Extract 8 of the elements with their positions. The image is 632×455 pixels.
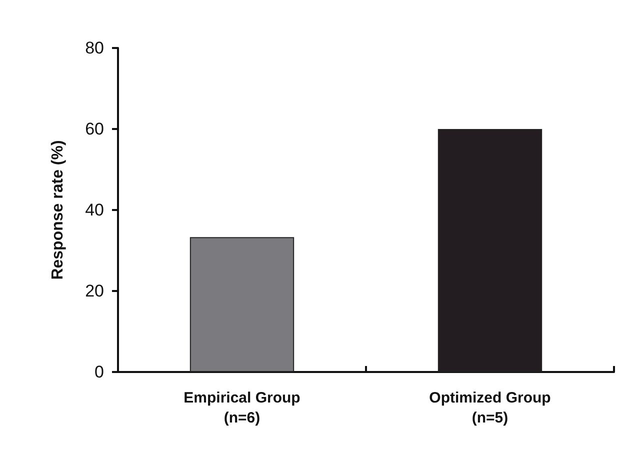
- y-tick-label: 40: [85, 200, 104, 220]
- x-tick-label: Empirical Group (n=6): [184, 390, 300, 426]
- y-axis-title: Response rate (%): [50, 140, 66, 280]
- y-tick-label: 60: [85, 120, 104, 138]
- y-tick-label: 0: [94, 362, 104, 382]
- y-tick-label: 20: [85, 282, 104, 300]
- y-tick-label: 80: [85, 38, 104, 58]
- x-tick-label: Optimized Group (n=5): [429, 390, 551, 426]
